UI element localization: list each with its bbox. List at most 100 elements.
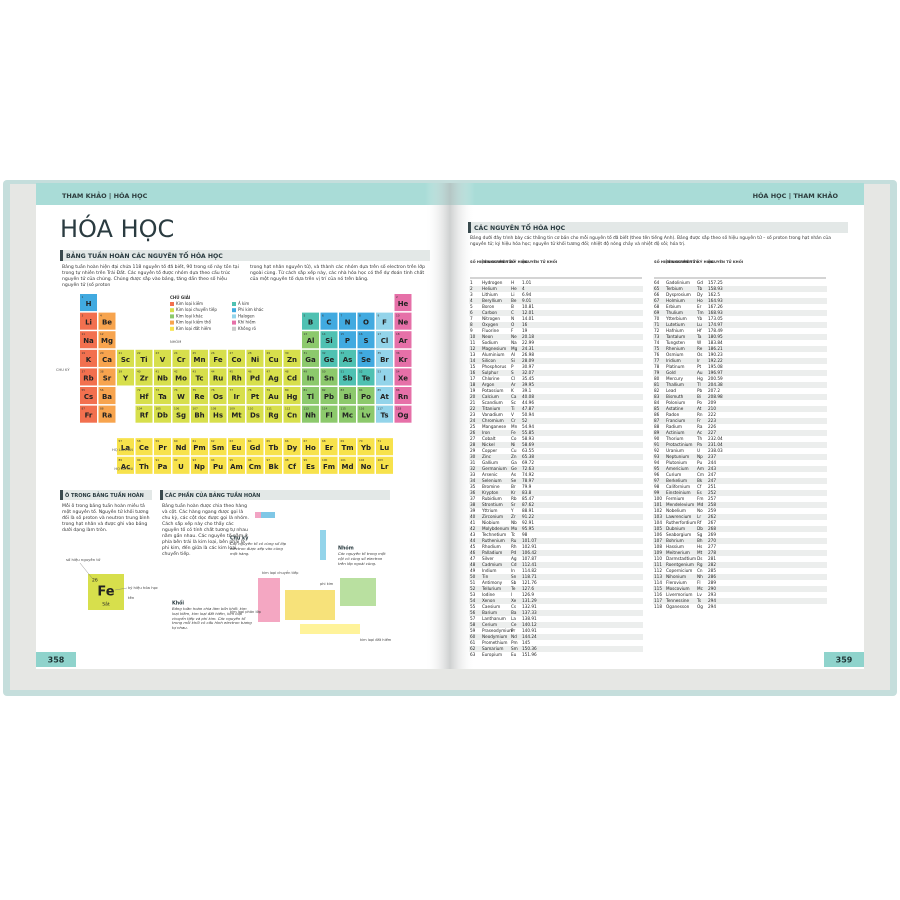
element-number: 49 — [304, 369, 308, 373]
element-name: Manganese — [482, 424, 506, 429]
element-name: Germanium — [482, 466, 507, 471]
element-mass: 138.91 — [522, 616, 537, 621]
element-name: Bohrium — [666, 538, 684, 543]
element-symbol: At — [697, 406, 702, 411]
element-symbol: Tm — [341, 444, 353, 452]
mini-block — [340, 578, 376, 606]
element-number: 111 — [654, 562, 662, 567]
element-name: Iron — [482, 430, 490, 435]
element-mass: 40.08 — [522, 394, 534, 399]
element-number: 51 — [341, 369, 345, 373]
element-number: 117 — [654, 598, 662, 603]
element-symbol: Pa — [158, 463, 168, 471]
element-number: 41 — [470, 520, 476, 525]
element-number: 108 — [211, 407, 217, 411]
element-cell — [98, 368, 116, 386]
element-symbol: Mo — [511, 526, 518, 531]
element-name: Lutetium — [666, 322, 685, 327]
element-name: Mendelevium — [666, 502, 694, 507]
element-number: 38 — [470, 502, 476, 507]
element-number: 79 — [267, 388, 271, 392]
element-symbol: Rh — [511, 544, 517, 549]
element-symbol: Cr — [177, 356, 186, 364]
element-name: Beryllium — [482, 298, 502, 303]
element-symbol: Fe — [213, 356, 222, 364]
element-symbol: Ts — [696, 598, 701, 603]
element-symbol: B — [308, 319, 313, 327]
element-number: 39 — [470, 508, 476, 513]
element-number: 18 — [396, 332, 400, 336]
element-mass: 237 — [708, 454, 716, 459]
element-symbol: Po — [361, 393, 371, 401]
row-shade — [469, 646, 643, 652]
element-number: 44 — [470, 538, 476, 543]
element-symbol: Ag — [268, 374, 278, 382]
legend-label: Halogen — [238, 313, 255, 318]
element-symbol: Br — [511, 484, 516, 489]
element-number: 36 — [396, 351, 400, 355]
element-cell — [376, 368, 393, 386]
element-name: Osmium — [666, 352, 683, 357]
element-symbol: Nh — [697, 574, 703, 579]
row-shade — [653, 418, 827, 424]
element-symbol: Ge — [324, 356, 335, 364]
element-symbol: Ce — [511, 622, 517, 627]
element-name: Seaborgium — [666, 532, 691, 537]
element-name: Plutonium — [666, 460, 687, 465]
element-mass: 79.9 — [522, 484, 532, 489]
element-symbol: Gd — [250, 444, 261, 452]
row-shade — [653, 574, 827, 580]
column-header: NGUYÊN TỬ KHỐI — [708, 259, 743, 264]
element-symbol: Nb — [511, 520, 517, 525]
element-symbol: Sm — [511, 646, 518, 651]
element-cell — [376, 312, 393, 330]
element-mass: 92.91 — [522, 520, 534, 525]
element-symbol: Ho — [697, 298, 703, 303]
element-cell — [357, 349, 375, 367]
element-symbol: Pd — [250, 374, 260, 382]
element-mass: 162.5 — [708, 292, 720, 297]
row-shade — [653, 586, 827, 592]
row-shade — [653, 430, 827, 436]
element-name: Sodium — [482, 340, 498, 345]
element-cell — [154, 438, 171, 456]
element-number: 100 — [322, 458, 328, 462]
element-mass: 232.04 — [708, 436, 723, 441]
element-name: Argon — [482, 382, 495, 387]
row-shade — [653, 598, 827, 604]
element-name: Molybdenum — [482, 526, 509, 531]
element-number: 15 — [341, 332, 345, 336]
element-cell — [246, 349, 264, 367]
element-symbol: Rb — [511, 496, 517, 501]
element-number: 108 — [654, 544, 662, 549]
element-name: Neon — [482, 334, 493, 339]
element-symbol: Al — [511, 352, 515, 357]
element-number: 58 — [470, 622, 476, 627]
legend-swatch — [170, 314, 174, 319]
element-symbol: Hs — [213, 412, 223, 420]
element-cell — [172, 349, 190, 367]
element-number: 56 — [470, 610, 476, 615]
intro-text: Bảng dưới đây trình bày các thông tin cơ… — [470, 236, 831, 247]
element-number: 5 — [304, 314, 306, 318]
element-mass: 58.69 — [522, 442, 534, 447]
element-number: 87 — [654, 418, 660, 423]
element-mass: 269 — [708, 532, 716, 537]
element-cell — [320, 456, 338, 474]
element-name: Zinc — [482, 454, 492, 459]
column-header: TÊN NGUYÊN TỐ — [666, 259, 699, 264]
element-cell — [154, 405, 171, 423]
element-cell — [246, 387, 264, 405]
element-number: 75 — [193, 388, 197, 392]
element-mass: 289 — [708, 580, 716, 585]
section-heading: BẢNG TUẦN HOÀN CÁC NGUYÊN TỐ HÓA HỌC — [66, 250, 223, 260]
element-cell — [209, 405, 227, 423]
element-symbol: Se — [511, 478, 517, 483]
element-number: 118 — [654, 604, 662, 609]
element-number: 78 — [248, 388, 252, 392]
row-shade — [653, 502, 827, 508]
element-cell — [135, 387, 153, 405]
element-mass: 251 — [708, 484, 716, 489]
element-number: 71 — [378, 439, 382, 443]
element-symbol: Pu — [697, 460, 702, 465]
